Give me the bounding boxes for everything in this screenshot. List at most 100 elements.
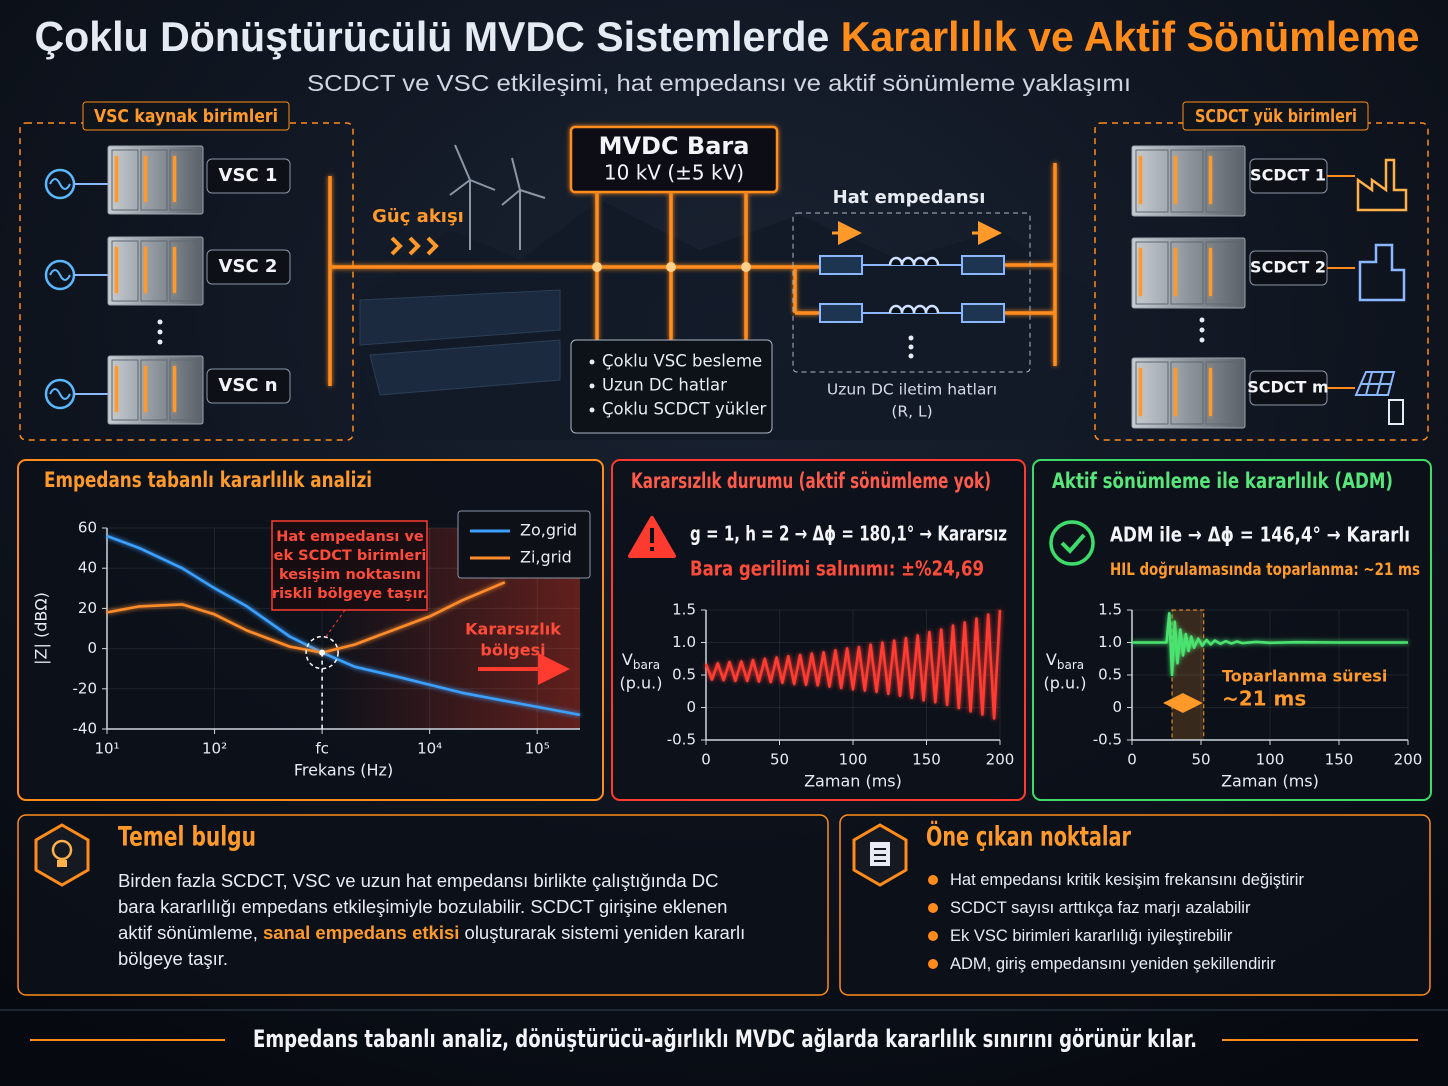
x-tick-label: 200	[986, 751, 1015, 769]
converter-cabinet	[107, 355, 204, 425]
cabinet-led	[144, 156, 147, 202]
cabinet-body	[1131, 357, 1246, 429]
data-line	[1132, 612, 1408, 677]
source-unit-label: VSC 1	[219, 165, 278, 186]
unstable-panel	[611, 459, 1026, 801]
finding-icon	[34, 823, 90, 887]
y-tick-label: -40	[73, 720, 98, 738]
chart: -0.5 0 0.5 1.0 1.5 0 50 100 150 200 Zaman (ms)	[667, 601, 1015, 791]
x-tick-label: 10⁴	[417, 740, 442, 758]
solar-field	[359, 289, 561, 396]
load-group-title: SCDCT yük birimleri	[1195, 106, 1357, 127]
y-axis-symbol: V	[1046, 650, 1057, 669]
factory-icon	[1356, 158, 1408, 212]
y-axis-label: Vbara	[1046, 650, 1084, 672]
x-tick-label: 150	[912, 751, 941, 769]
annotation-text: Hat empedansı ve	[276, 529, 424, 545]
chart: -40 -20 0 20 40 60 10¹ 10² fc 10⁴ 10⁵ Frekans (Hz) |…	[32, 510, 591, 780]
y-axis-subscript: bara	[1057, 658, 1084, 672]
footer-text: Empedans tabanlı analiz, dönüştürücü-ağı…	[253, 1025, 1197, 1053]
unstable-region-label: bölgesi	[480, 641, 545, 660]
highlight-item: SCDCT sayısı arttıkça faz marjı azalabil…	[928, 894, 1388, 922]
finding-highlight: sanal empedans etkisi	[262, 922, 460, 943]
x-tick-label: 150	[1325, 751, 1354, 769]
unstable-panel-title: Kararsızlık durumu (aktif sönümleme yok)	[631, 469, 991, 493]
y-axis-unit: (p.u.)	[620, 674, 663, 693]
load-unit-label: SCDCT 2	[1250, 258, 1326, 277]
x-axis-label: Zaman (ms)	[1221, 772, 1319, 791]
converter-cabinet	[1131, 145, 1246, 217]
x-tick-label: 200	[1394, 751, 1423, 769]
cabinet-door	[111, 240, 139, 302]
y-tick-label: 20	[78, 599, 97, 617]
y-axis-subscript: bara	[633, 658, 660, 672]
y-axis-symbol: V	[622, 650, 633, 669]
title-highlight: Kararlılık ve Aktif Sönümleme	[841, 13, 1420, 60]
page-title: Çoklu Dönüştürücülü MVDC Sistemlerde Kar…	[35, 13, 1420, 60]
legend-label: Zi,grid	[520, 548, 572, 567]
highlight-item: Ek VSC birimleri kararlılığı iyileştireb…	[928, 922, 1388, 950]
legend-label: Zo,grid	[520, 521, 577, 540]
title-main: Çoklu Dönüştürücülü MVDC Sistemlerde	[35, 13, 830, 60]
cabinet-led	[1209, 156, 1212, 204]
cabinet-door	[1170, 149, 1204, 213]
bus-notes-box	[570, 339, 773, 434]
highlights-list: Hat empedansı kritik kesişim frekansını …	[928, 866, 1388, 978]
source-group-title: VSC kaynak birimleri	[94, 106, 278, 127]
x-tick-label: 0	[701, 751, 711, 769]
cabinet-led	[115, 366, 118, 412]
cabinet-led	[1139, 156, 1142, 204]
line-elements	[819, 221, 1005, 359]
y-axis-label: |Z| (dBΩ)	[32, 592, 51, 665]
cabinet-door	[169, 240, 197, 302]
y-axis-label: Vbara	[622, 650, 660, 672]
stable-result: ADM ile → Δϕ = 146,4° → Kararlı	[1110, 523, 1410, 547]
converter-cabinet	[1131, 237, 1246, 309]
unit-label-box	[206, 368, 291, 404]
bus-title: MVDC Bara	[599, 132, 750, 160]
bus-note: Uzun DC hatlar	[602, 376, 727, 395]
line-caption-params: (R, L)	[891, 403, 932, 421]
cabinet-door	[1170, 241, 1204, 305]
converter-cabinet	[107, 145, 204, 215]
cabinet-led	[173, 247, 176, 293]
finding-text: Birden fazla SCDCT, VSC ve uzun hat empe…	[118, 868, 758, 972]
recovery-label: Toparlanma süresi	[1222, 667, 1387, 686]
y-tick-label: -0.5	[1093, 731, 1122, 749]
highlights-panel	[839, 814, 1431, 996]
y-tick-label: 0	[686, 698, 696, 716]
crossing-dot	[319, 649, 326, 656]
y-tick-label: 0.5	[672, 666, 696, 684]
load-group-label-box	[1182, 101, 1369, 131]
cabinet-door	[1205, 149, 1239, 213]
annotation-box	[271, 520, 428, 611]
bulb-base	[57, 860, 67, 867]
cabinet-door	[169, 359, 197, 421]
check-icon	[1049, 520, 1095, 566]
cabinet-led	[1209, 248, 1212, 296]
cabinet-body	[107, 236, 204, 306]
cabinet-led	[1209, 368, 1212, 416]
battery-icon	[1388, 399, 1404, 425]
y-tick-label: 0	[87, 639, 97, 657]
cabinet-led	[1139, 368, 1142, 416]
axis-frame	[1131, 610, 1408, 741]
x-axis-label: Frekans (Hz)	[294, 761, 393, 780]
source-group-label-box	[82, 101, 290, 131]
data-line	[106, 534, 581, 717]
bus-note: Çoklu SCDCT yükler	[602, 400, 767, 419]
warning-icon-mark	[650, 528, 654, 543]
power-flow-arrows	[390, 236, 439, 256]
load-group-frame	[1094, 122, 1429, 441]
x-tick-label: 50	[1191, 751, 1210, 769]
cabinet-led	[115, 247, 118, 293]
y-tick-label: 40	[78, 559, 97, 577]
cabinet-led	[173, 156, 176, 202]
bus-note: Çoklu VSC besleme	[602, 352, 762, 371]
cabinet-door	[111, 149, 139, 211]
y-tick-label: 1.0	[672, 633, 696, 651]
cabinet-door	[140, 359, 168, 421]
source-group-frame	[19, 122, 354, 441]
annotation-text: kesişim noktasını	[279, 567, 421, 583]
document-icon-lines	[874, 848, 886, 862]
